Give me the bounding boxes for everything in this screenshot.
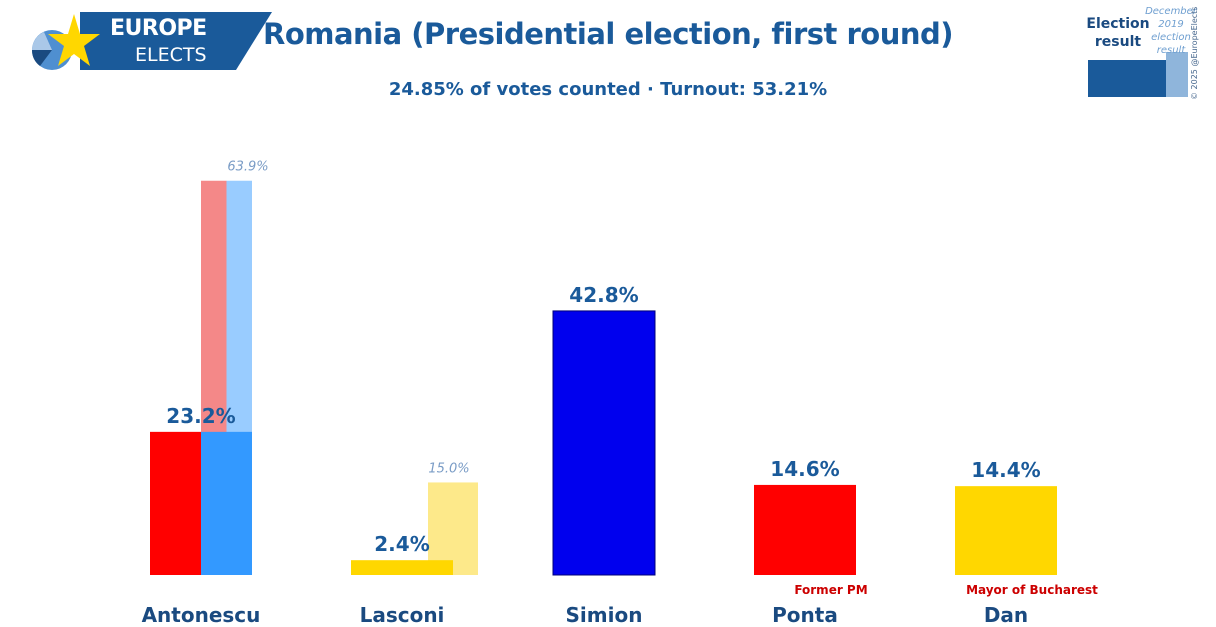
value-label-simion: 42.8% xyxy=(569,283,638,307)
legend-current-label: Election result xyxy=(1086,15,1150,51)
logo-globe-segment xyxy=(32,32,52,50)
category-label-simion: Simion xyxy=(566,603,643,627)
chart-title: Romania (Presidential election, first ro… xyxy=(262,17,954,51)
logo-star-icon xyxy=(48,14,100,66)
legend-previous-label: December 2019 election result xyxy=(1136,5,1206,57)
bar-antonescu xyxy=(201,431,252,575)
category-label-ponta: Ponta xyxy=(772,603,838,627)
value-label-antonescu: 23.2% xyxy=(166,404,235,428)
logo-text-elects: ELECTS xyxy=(135,44,207,66)
bar-dan xyxy=(955,486,1057,575)
legend-previous-line1: December 2019 xyxy=(1145,6,1197,30)
category-label-dan: Dan xyxy=(984,603,1028,627)
legend-current-line1: Election xyxy=(1086,16,1150,32)
legend-previous-swatch xyxy=(1166,52,1188,97)
legend-current-swatch xyxy=(1088,60,1166,97)
note-dan: Mayor of Bucharest xyxy=(966,583,1098,597)
logo-banner xyxy=(80,12,272,70)
europe-elects-logo xyxy=(32,12,272,70)
legend-previous-line3: result xyxy=(1156,45,1186,56)
bar-simion xyxy=(552,310,656,576)
previous-bar-lasconi xyxy=(428,482,478,575)
previous-value-label-antonescu: 63.9% xyxy=(227,160,268,175)
legend: Election result December 2019 election r… xyxy=(1086,5,1211,101)
previous-value-label-lasconi: 15.0% xyxy=(428,461,469,476)
legend-previous-line2: election xyxy=(1151,32,1191,43)
category-label-lasconi: Lasconi xyxy=(360,603,445,627)
value-label-ponta: 14.6% xyxy=(770,457,839,481)
bar-antonescu xyxy=(150,431,201,575)
bar-ponta xyxy=(754,484,856,575)
legend-current-line2: result xyxy=(1094,34,1142,50)
value-label-lasconi: 2.4% xyxy=(374,532,429,556)
logo-globe-segment-dark xyxy=(32,50,52,66)
value-label-dan: 14.4% xyxy=(971,458,1040,482)
category-label-antonescu: Antonescu xyxy=(142,603,261,627)
logo-text-europe: EUROPE xyxy=(110,16,207,41)
bar-lasconi xyxy=(351,560,453,575)
chart-subtitle: 24.85% of votes counted · Turnout: 53.21… xyxy=(388,79,828,100)
note-ponta: Former PM xyxy=(794,583,867,597)
